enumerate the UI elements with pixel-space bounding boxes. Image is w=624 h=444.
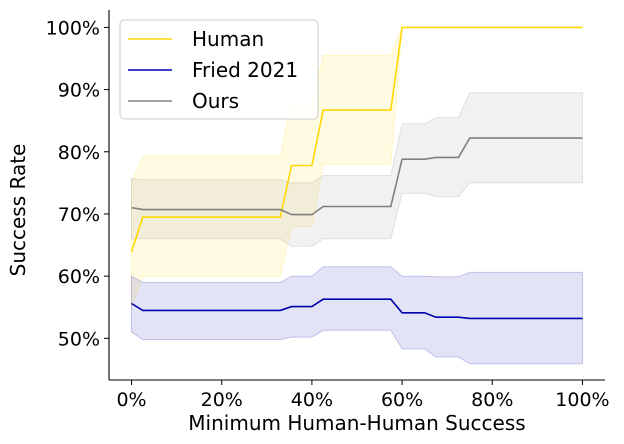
x-ticks: 0% 20% 40% 60% 80% 100% — [116, 380, 610, 411]
y-tick-label: 50% — [58, 328, 100, 350]
y-tick-label: 60% — [58, 266, 100, 288]
x-tick-label: 80% — [471, 389, 513, 411]
y-tick-label: 90% — [58, 80, 100, 102]
y-ticks: 50% 60% 70% 80% 90% 100% — [46, 17, 109, 350]
x-tick-label: 0% — [116, 389, 146, 411]
legend-label-2: Ours — [192, 89, 239, 113]
x-tick-label: 60% — [381, 389, 423, 411]
legend-label-1: Fried 2021 — [192, 58, 298, 82]
x-tick-label: 20% — [201, 389, 243, 411]
series-line-2 — [131, 137, 583, 216]
y-axis-label: Success Rate — [6, 144, 30, 277]
y-tick-label: 100% — [46, 17, 100, 39]
series-line-1 — [131, 298, 583, 320]
y-tick-label: 70% — [58, 204, 100, 226]
series-lines — [130, 26, 583, 320]
confidence-bands — [131, 26, 583, 365]
x-tick-label: 40% — [291, 389, 333, 411]
legend-box — [119, 19, 319, 120]
band-1 — [131, 266, 583, 365]
x-tick-label: 100% — [555, 389, 609, 411]
x-axis-label: Minimum Human-Human Success — [188, 411, 525, 435]
band-2 — [131, 92, 583, 247]
legend: Human Fried 2021 Ours — [119, 19, 319, 120]
y-tick-label: 80% — [58, 142, 100, 164]
series-line-0 — [130, 26, 583, 253]
legend-label-0: Human — [192, 27, 264, 51]
axes — [108, 10, 605, 381]
